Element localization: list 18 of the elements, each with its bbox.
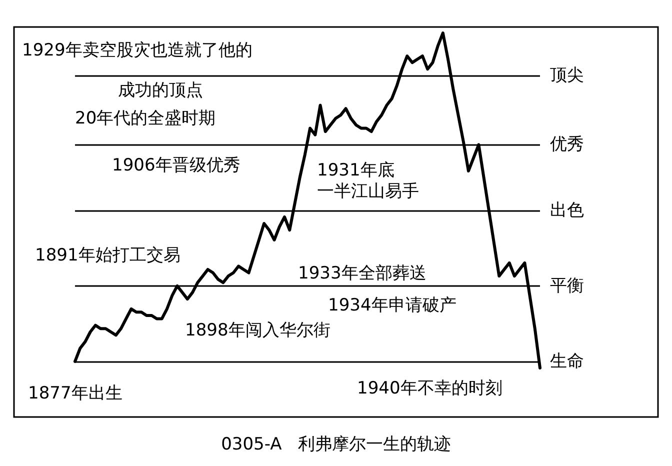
annotation: 1931年底 bbox=[317, 160, 394, 180]
annotation: 1934年申请破产 bbox=[328, 296, 456, 316]
annotation: 1891年始打工交易 bbox=[35, 246, 180, 266]
text: 1877年出生 bbox=[28, 384, 122, 404]
annotation: 一半江山易手 bbox=[317, 182, 419, 202]
ref-line-label: 平衡 bbox=[550, 276, 584, 296]
annotation: 20年代的全盛时期 bbox=[75, 108, 216, 128]
ref-line-label: 顶尖 bbox=[550, 66, 584, 86]
annotation: 1898年闯入华尔街 bbox=[185, 320, 330, 340]
ref-line-label: 优秀 bbox=[550, 134, 584, 155]
ref-line-label: 出色 bbox=[550, 200, 584, 220]
annotation: 成功的顶点 bbox=[118, 80, 203, 100]
text: 0305-A 利弗摩尔一生的轨迹 bbox=[221, 434, 451, 454]
annotation: 1906年晋级优秀 bbox=[112, 156, 240, 176]
text: 1940年不幸的时刻 bbox=[357, 378, 502, 398]
ref-line-label: 生命 bbox=[550, 351, 584, 372]
annotation: 1933年全部葬送 bbox=[298, 264, 426, 284]
annotation: 1929年卖空股灾也造就了他的 bbox=[22, 40, 252, 60]
